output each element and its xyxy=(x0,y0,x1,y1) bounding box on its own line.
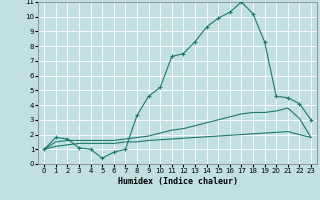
X-axis label: Humidex (Indice chaleur): Humidex (Indice chaleur) xyxy=(118,177,238,186)
